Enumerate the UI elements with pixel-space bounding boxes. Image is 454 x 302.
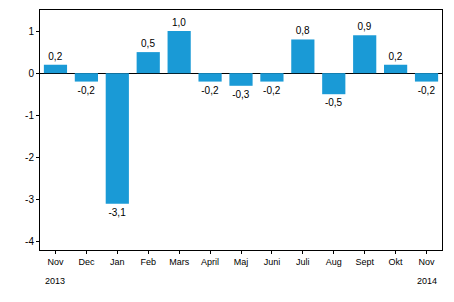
svg-text:Sept: Sept bbox=[355, 257, 374, 267]
svg-text:April: April bbox=[201, 257, 219, 267]
svg-text:Nov: Nov bbox=[47, 257, 64, 267]
svg-text:Aug: Aug bbox=[326, 257, 342, 267]
svg-text:Juni: Juni bbox=[264, 257, 281, 267]
svg-text:Mars: Mars bbox=[169, 257, 189, 267]
svg-text:0,8: 0,8 bbox=[296, 25, 310, 36]
svg-text:Juli: Juli bbox=[296, 257, 310, 267]
svg-text:-0,5: -0,5 bbox=[325, 97, 343, 108]
svg-text:1,0: 1,0 bbox=[172, 17, 186, 28]
svg-text:0,9: 0,9 bbox=[358, 21, 372, 32]
svg-text:Jan: Jan bbox=[110, 257, 125, 267]
svg-text:0,2: 0,2 bbox=[388, 51, 402, 62]
svg-text:-0,3: -0,3 bbox=[232, 89, 250, 100]
svg-text:-0,2: -0,2 bbox=[78, 85, 96, 96]
svg-text:Feb: Feb bbox=[140, 257, 156, 267]
svg-text:-3,1: -3,1 bbox=[108, 207, 126, 218]
svg-text:-0,2: -0,2 bbox=[263, 85, 281, 96]
svg-text:-2: -2 bbox=[25, 152, 34, 163]
svg-text:Nov: Nov bbox=[419, 257, 436, 267]
svg-text:Maj: Maj bbox=[234, 257, 249, 267]
svg-text:-4: -4 bbox=[25, 236, 34, 247]
svg-text:-0,2: -0,2 bbox=[418, 85, 436, 96]
svg-text:-3: -3 bbox=[25, 194, 34, 205]
svg-text:-0,2: -0,2 bbox=[201, 85, 219, 96]
svg-text:Dec: Dec bbox=[78, 257, 95, 267]
svg-text:Okt: Okt bbox=[389, 257, 404, 267]
svg-text:-1: -1 bbox=[25, 110, 34, 121]
svg-text:0,2: 0,2 bbox=[48, 51, 62, 62]
svg-text:1: 1 bbox=[28, 26, 34, 37]
svg-text:2013: 2013 bbox=[45, 276, 65, 286]
svg-text:2014: 2014 bbox=[417, 276, 437, 286]
svg-text:0: 0 bbox=[28, 68, 34, 79]
svg-text:0,5: 0,5 bbox=[141, 38, 155, 49]
